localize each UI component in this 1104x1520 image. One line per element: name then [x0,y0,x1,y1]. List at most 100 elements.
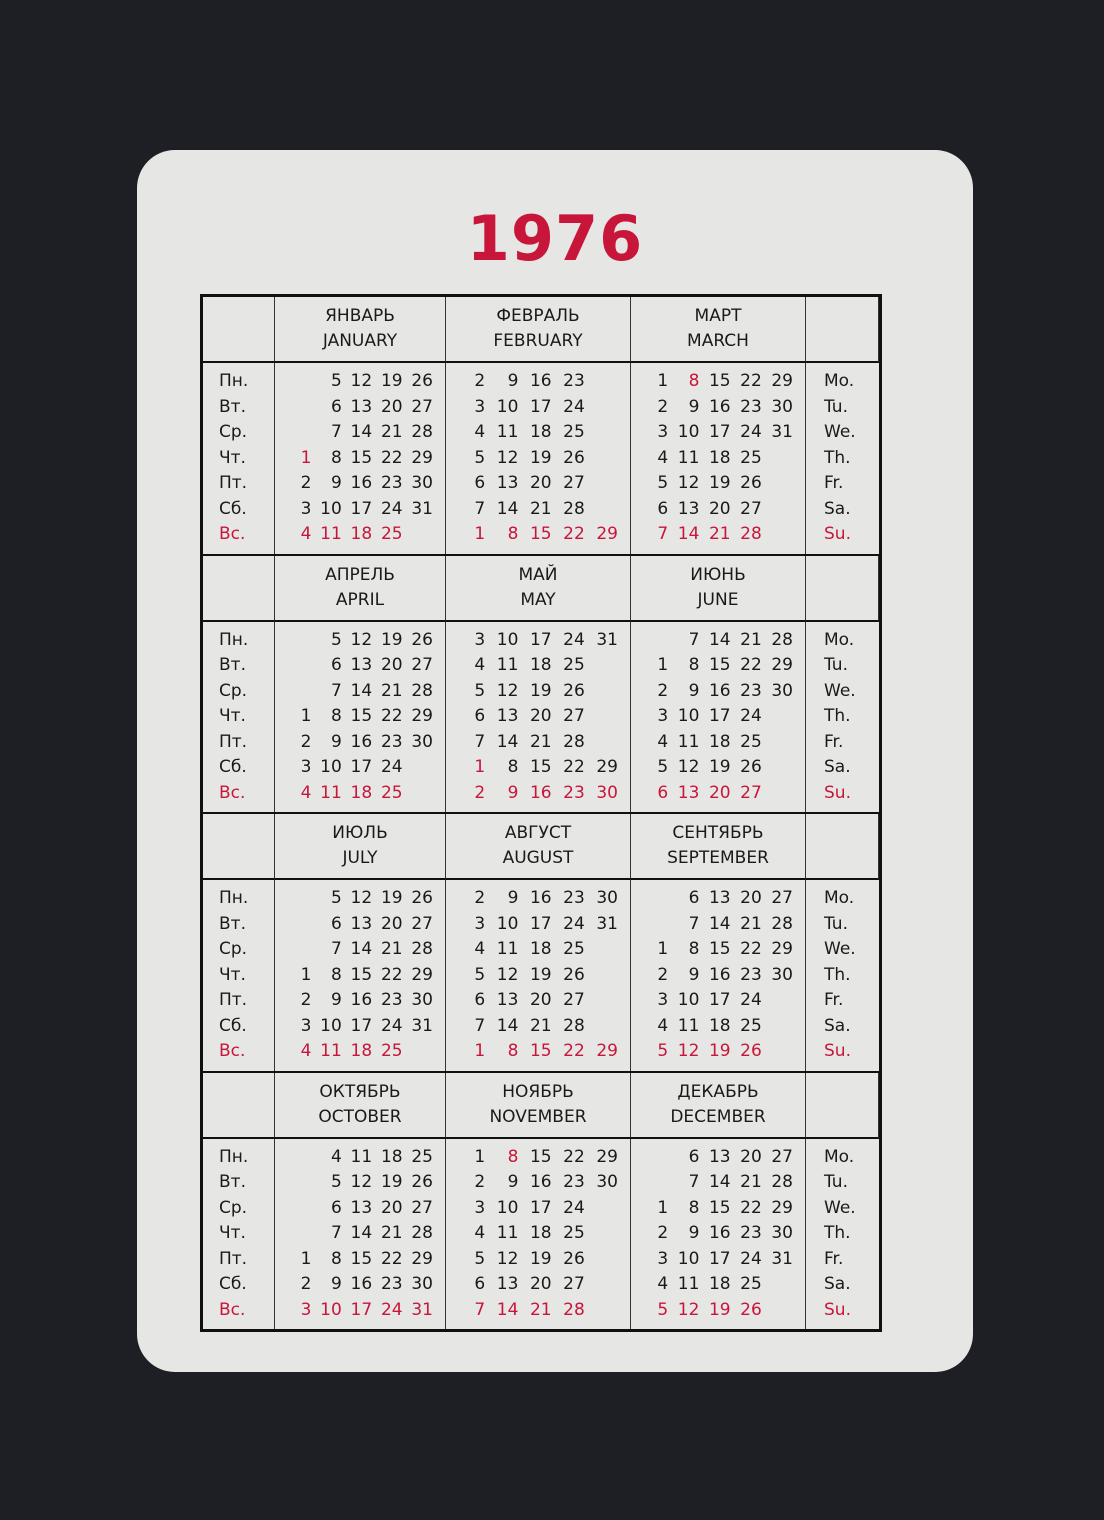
month-name-ru: АПРЕЛЬ [325,564,395,585]
weekday-ru: Ср. [219,680,248,701]
day-number: 30 [771,1223,793,1243]
day-number: 16 [350,731,373,752]
week-row: 6 13 20 27 [631,886,805,912]
week-row: 6 13 20 27 [275,1196,445,1222]
month-header: ЯНВАРЬ JANUARY [275,297,446,363]
day-number [285,1145,315,1171]
day-number: 25 [380,524,403,544]
weekday-en: Sa. [824,1015,851,1036]
day-number: 21 [740,1172,762,1192]
day-number: 24 [380,1015,403,1036]
month-name-en: APRIL [335,589,385,610]
day-number: 23 [380,473,403,493]
day-number: 17 [529,629,552,650]
weekday-en: Sa. [824,498,851,519]
day-number: 14 [708,629,731,650]
day-number: 19 [380,888,403,908]
day-number: 20 [380,1197,403,1218]
day-number: 2 [300,731,312,752]
day-number: 7 [330,939,342,959]
week-row: 4 11 18 25 [275,522,445,548]
day-number: 29 [411,706,433,726]
weekday-en: We. [824,680,856,701]
week-row: 2 9 16 23 30 [631,679,805,705]
weekday-ru: Чт. [219,1223,246,1243]
weekday-en: Tu. [824,396,848,417]
day-number: 10 [496,1197,519,1218]
day-number: 20 [380,655,403,675]
day-number: 5 [330,1172,342,1192]
day-number: 11 [677,1015,700,1036]
day-number: 2 [657,1223,669,1243]
day-number: 30 [771,396,793,417]
weekday-ru: Вс. [219,1041,246,1061]
day-number: 4 [657,1015,669,1036]
day-number: 31 [771,1248,793,1269]
day-number: 22 [380,964,403,985]
month-name-en: JANUARY [322,331,398,351]
day-number: 13 [708,888,731,908]
week-row: 1 8 15 22 29 [446,755,630,781]
week-row: 4 11 18 25 [631,1272,805,1298]
day-number: 7 [474,1015,486,1036]
day-number: 16 [529,782,552,803]
day-number: 18 [708,447,731,468]
day-number [641,886,672,912]
day-number: 16 [350,1274,373,1294]
day-number: 20 [740,888,762,908]
month-header: ФЕВРАЛЬ FEBRUARY [446,297,631,363]
week-row: 3 10 17 24 31 [446,912,630,938]
day-number: 11 [496,939,519,959]
day-number: 1 [657,371,669,391]
month-header: МАРТ MARCH [631,297,806,363]
day-number: 14 [350,680,373,701]
day-number: 2 [657,680,669,701]
day-number: 24 [740,422,762,442]
week-row: 6 13 20 27 [631,781,805,807]
month-header: ИЮНЬ JUNE [631,555,806,622]
weekday-ru: Чт. [219,447,246,468]
week-row: 4 11 18 25 [446,1221,630,1247]
day-number: 13 [677,782,700,803]
week-row: 4 11 18 25 [446,937,630,963]
day-number: 31 [771,422,793,442]
day-number: 5 [330,888,342,908]
day-number: 17 [529,913,552,934]
day-number: 17 [708,706,731,726]
day-number: 30 [596,888,618,908]
day-number: 10 [677,990,700,1010]
day-number: 11 [320,1041,342,1061]
day-number: 6 [657,498,669,519]
weekday-ru: Вс. [219,524,246,544]
day-number: 18 [529,422,552,442]
day-number [641,1170,672,1196]
day-number: 3 [474,629,486,650]
day-number: 8 [507,1146,519,1167]
week-row: 4 11 18 25 [275,1039,445,1065]
day-number [285,937,315,963]
weekday-labels-en: Mo. Tu. We. Th. Fr. Sa. Su. [806,880,879,1071]
month-header: МАЙ MAY [446,555,631,622]
day-number: 7 [474,1299,486,1320]
week-row: 6 13 20 27 [275,395,445,421]
day-number: 11 [677,1274,700,1294]
weekday-ru: Вт. [219,913,246,934]
month-header: АПРЕЛЬ APRIL [275,555,446,622]
week-row: 3 10 17 24 [446,395,630,421]
day-number: 10 [496,396,519,417]
day-number: 17 [529,396,552,417]
day-number: 7 [330,680,342,701]
week-row: 2 9 16 23 30 [275,730,445,756]
day-number: 29 [596,1041,618,1061]
day-number: 21 [380,939,403,959]
month-name-ru: НОЯБРЬ [502,1081,574,1102]
day-number: 8 [330,706,342,726]
weekday-en: Th. [824,1223,851,1243]
weekday-ru: Пн. [219,888,249,908]
day-number: 27 [771,1146,793,1167]
weekday-ru: Пн. [219,1146,249,1167]
day-number: 24 [563,1197,585,1218]
day-number: 4 [300,782,312,803]
week-row: 5 12 19 26 [275,1170,445,1196]
day-number: 1 [657,1197,669,1218]
